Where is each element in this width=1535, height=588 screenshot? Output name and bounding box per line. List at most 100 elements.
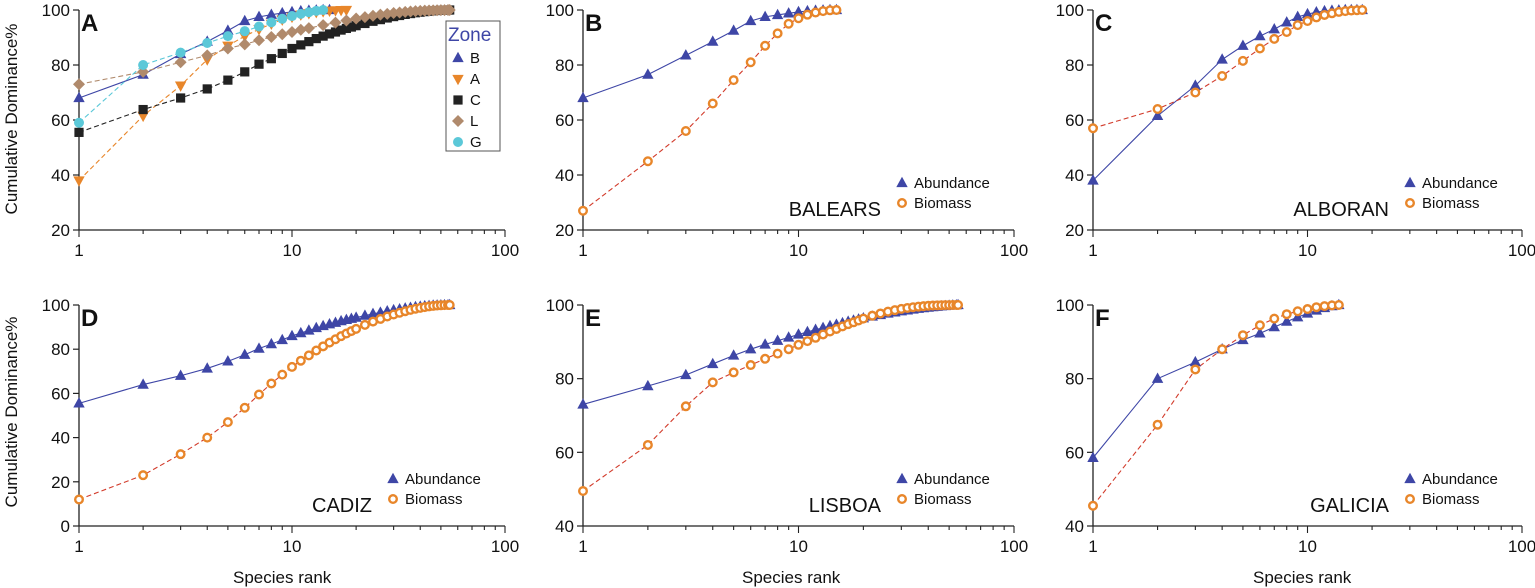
data-point-abundance [1189,79,1202,90]
data-point-abundance [642,68,654,79]
legend-marker-c [453,95,463,105]
data-point-biomass [793,339,804,350]
data-point-abundance [73,397,85,408]
data-point-abundance [759,338,771,349]
x-tick-label-c: 100 [1508,241,1535,260]
data-point-l [358,11,371,24]
data-point-biomass [266,378,277,389]
data-point-l [443,4,456,16]
data-point-biomass [202,432,213,443]
legend-label-a: A [470,71,480,88]
data-point-biomass [444,300,455,311]
legend-label-abundance: Abundance [405,471,481,488]
legend-marker-b [452,51,464,63]
legend-marker-biomass [388,494,399,505]
data-point-biomass [1292,20,1303,31]
series-line-c [78,9,450,133]
data-point-g [222,31,233,42]
data-point-c [176,93,186,103]
data-point-abundance [201,362,213,373]
data-point-c [202,84,212,94]
series-line-biomass [582,304,959,492]
x-tick-label-d: 1 [74,537,83,556]
data-point-biomass [295,355,306,366]
data-point-g [202,38,213,48]
data-point-biomass [1311,12,1322,23]
data-point-abundance [1151,372,1164,383]
data-point-l [238,38,251,51]
x-tick-label-f: 1 [1088,537,1097,556]
data-point-l [350,12,363,25]
data-point-biomass [831,4,842,15]
chart-panel-f: 40 60 80 100 1 10 100 F Abundance Biomass GALICIA [1056,296,1535,556]
x-tick-label-e: 100 [1000,537,1028,556]
data-point-biomass [1311,302,1322,313]
data-point-abundance [771,334,784,345]
site-label-b: BALEARS [789,199,881,221]
x-tick-label-b: 10 [789,241,808,260]
data-point-biomass [311,345,322,356]
data-point-c [330,27,341,37]
data-point-l [253,34,266,47]
legend-box-a [445,20,501,152]
y-tick-label-f: 80 [1065,370,1084,389]
panel-letter-a: A [81,10,98,37]
data-point-biomass [287,361,298,372]
data-point-biomass [1152,419,1163,430]
y-tick-label-a: 100 [42,1,70,20]
data-point-biomass [1269,33,1280,44]
data-point-l [174,56,187,69]
data-point-biomass [745,360,756,371]
legend-label-biomass: Biomass [1422,195,1480,212]
data-point-c [277,48,287,59]
legend-marker-abundance [1404,176,1416,188]
data-point-biomass [867,310,878,321]
y-tick-label-e: 80 [555,370,574,389]
data-point-abundance [1216,53,1228,64]
legend-marker-biomass [897,197,908,208]
data-point-g [277,13,288,24]
data-point-abundance [642,379,654,391]
series-line-biomass [1092,9,1363,129]
y-tick-label-b: 20 [555,221,574,240]
data-point-b [276,6,288,18]
y-tick-label-c: 40 [1065,166,1084,185]
data-point-biomass [1357,4,1368,15]
data-point-biomass [1237,55,1248,66]
data-point-l [286,26,298,38]
site-label-d: CADIZ [312,495,372,517]
data-point-abundance [1237,39,1249,50]
data-point-biomass [254,389,265,400]
series-line-biomass [1092,304,1339,507]
series-line-abundance [582,304,959,405]
data-point-biomass [175,449,186,460]
legend-label-g: G [470,134,482,151]
x-tick-label-f: 10 [1298,537,1317,556]
legend-label-biomass: Biomass [914,491,972,508]
data-point-biomass [802,336,813,347]
data-point-a [340,5,353,17]
data-point-biomass [359,319,370,330]
x-tick-label-b: 100 [1000,241,1028,260]
y-tick-label-c: 60 [1065,111,1084,130]
data-point-abundance [276,333,288,345]
chart-panel-c: 20 40 60 80 100 1 10 100 C Abundance Biomass ALBORA… [1056,1,1535,260]
data-point-b [239,14,251,26]
series-line-abundance [78,304,450,404]
data-point-biomass [642,439,653,450]
data-point-biomass [1281,27,1292,38]
data-point-abundance [253,342,265,353]
legend-title-a: Zone [448,25,491,46]
data-point-abundance [727,24,740,35]
data-point-biomass [1302,304,1313,315]
site-label-c: ALBORAN [1293,199,1389,221]
data-point-biomass [239,402,250,413]
data-point-c [351,21,361,31]
data-point-abundance [707,35,719,46]
x-tick-label-a: 10 [283,241,302,260]
series-line-g [78,9,324,124]
data-point-biomass [1152,103,1163,114]
panel-letter-d: D [81,305,98,332]
